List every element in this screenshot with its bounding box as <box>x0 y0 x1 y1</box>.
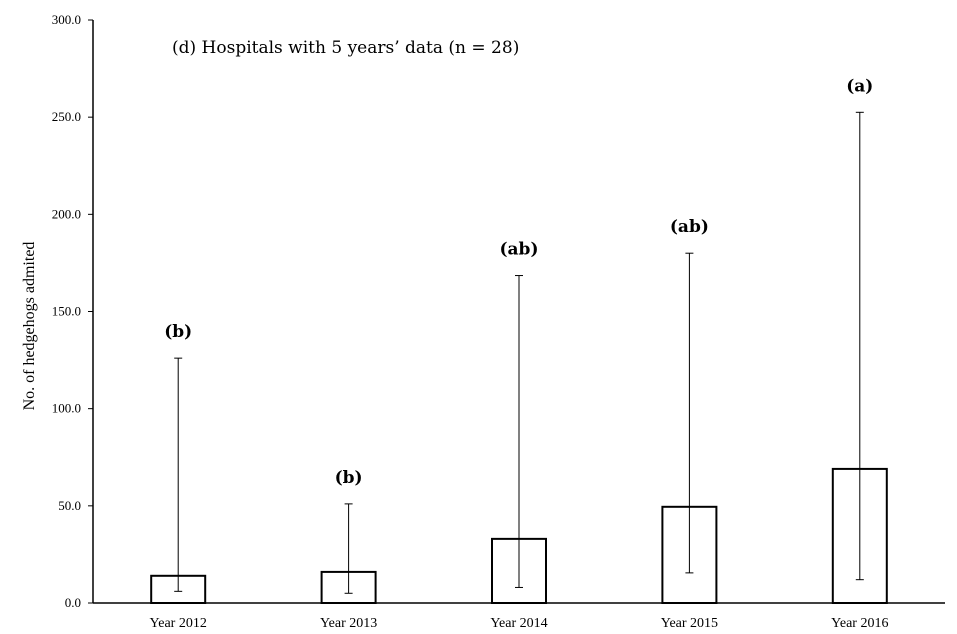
y-tick-label: 50.0 <box>58 498 81 513</box>
error-bars <box>174 111 864 594</box>
significance-label: (ab) <box>670 217 709 237</box>
y-tick-label: 250.0 <box>52 109 81 124</box>
significance-label: (b) <box>164 322 192 342</box>
x-tick-label: Year 2016 <box>831 616 888 631</box>
chart-title: (d) Hospitals with 5 years’ data (n = 28… <box>172 38 519 58</box>
y-tick-label: 200.0 <box>52 206 81 221</box>
significance-label: (ab) <box>500 240 539 260</box>
y-axis-ticks: 0.0 50.0 100.0 150.0 200.0 250.0 300.0 <box>52 12 93 610</box>
x-tick-label: Year 2014 <box>490 616 547 631</box>
x-tick-label: Year 2015 <box>661 616 718 631</box>
x-tick-label: Year 2013 <box>320 616 377 631</box>
significance-label: (b) <box>335 468 363 488</box>
y-tick-label: 150.0 <box>52 304 81 319</box>
significance-labels: (b) (b) (ab) (ab) (a) <box>164 76 873 488</box>
x-tick-label: Year 2012 <box>150 616 207 631</box>
y-axis-title: No. of hedgehogs admited <box>21 242 38 411</box>
category-labels: Year 2012 Year 2013 Year 2014 Year 2015 Year… <box>150 616 889 631</box>
y-tick-label: 100.0 <box>52 401 81 416</box>
significance-label: (a) <box>846 76 873 96</box>
y-tick-label: 0.0 <box>65 595 81 610</box>
y-tick-label: 300.0 <box>52 12 81 27</box>
